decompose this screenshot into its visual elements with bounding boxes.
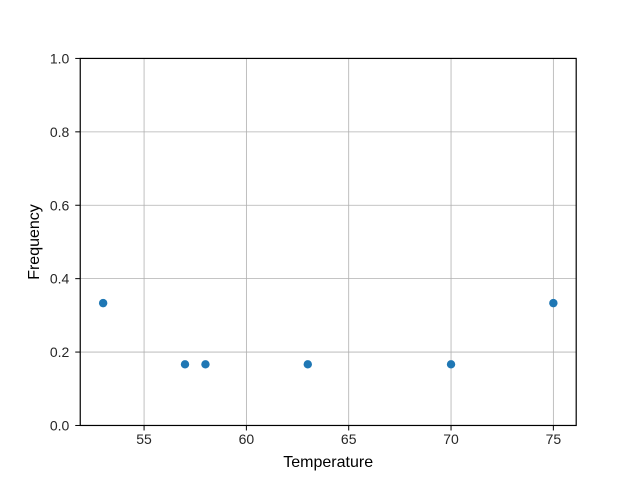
svg-text:0.0: 0.0 xyxy=(50,417,70,433)
svg-text:Frequency: Frequency xyxy=(26,204,43,280)
svg-text:70: 70 xyxy=(443,431,459,447)
svg-text:55: 55 xyxy=(136,431,152,447)
svg-text:Temperature: Temperature xyxy=(283,454,373,471)
svg-text:0.2: 0.2 xyxy=(50,344,70,360)
svg-text:0.8: 0.8 xyxy=(50,124,70,140)
svg-text:1.0: 1.0 xyxy=(50,50,70,66)
svg-text:0.4: 0.4 xyxy=(50,271,70,287)
svg-text:75: 75 xyxy=(546,431,562,447)
svg-text:65: 65 xyxy=(341,431,357,447)
svg-text:60: 60 xyxy=(239,431,255,447)
svg-text:0.6: 0.6 xyxy=(50,197,70,213)
